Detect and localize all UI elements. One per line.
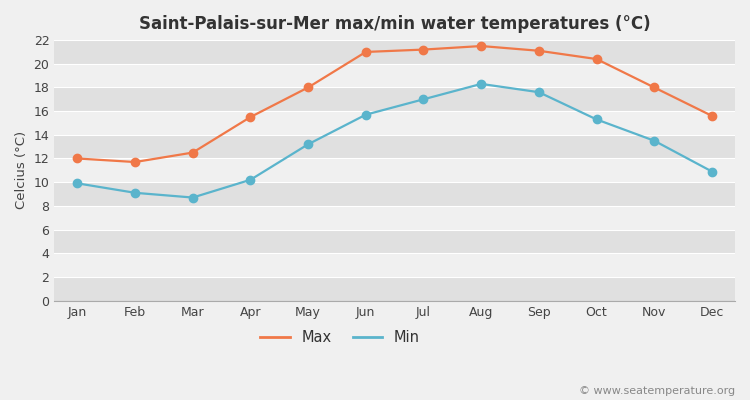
Bar (54, 158, 735, 182)
Title: Saint-Palais-sur-Mer max/min water temperatures (°C): Saint-Palais-sur-Mer max/min water tempe… (139, 15, 650, 33)
Legend: Max, Min: Max, Min (254, 324, 426, 350)
Bar (54, 253, 735, 277)
Y-axis label: Celcius (°C): Celcius (°C) (15, 131, 28, 209)
Text: © www.seatemperature.org: © www.seatemperature.org (579, 386, 735, 396)
Bar (54, 206, 735, 230)
Bar (54, 230, 735, 253)
Bar (54, 111, 735, 135)
Bar (54, 88, 735, 111)
Bar (54, 64, 735, 88)
Bar (54, 135, 735, 158)
Bar (54, 277, 735, 300)
Bar (54, 40, 735, 64)
Bar (54, 182, 735, 206)
